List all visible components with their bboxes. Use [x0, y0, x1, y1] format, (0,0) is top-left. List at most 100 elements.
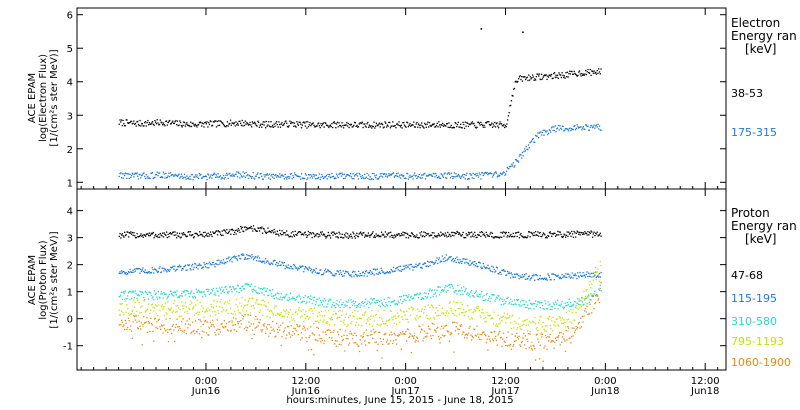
data-point-1060-1900: [383, 334, 385, 336]
data-point-1060-1900: [231, 320, 233, 322]
data-point-795-1193: [451, 312, 454, 315]
data-point-310-580: [454, 289, 457, 292]
data-point-38-53: [138, 124, 140, 127]
data-point-38-53: [468, 123, 470, 125]
data-point-115-195: [516, 273, 519, 275]
data-point-795-1193: [542, 321, 544, 324]
data-point-795-1193: [320, 319, 322, 321]
data-point-175-315: [437, 177, 439, 179]
data-point-47-68: [384, 231, 387, 233]
data-point-175-315: [382, 173, 385, 176]
data-point-795-1193: [392, 315, 395, 318]
data-point-310-580: [571, 304, 573, 306]
data-point-47-68: [227, 232, 229, 235]
data-point-115-195: [376, 268, 378, 270]
data-point-175-315: [307, 173, 310, 176]
data-point-115-195: [388, 272, 390, 274]
data-point-115-195: [184, 264, 187, 266]
data-point-115-195: [507, 272, 509, 275]
data-point-38-53: [535, 79, 537, 81]
data-point-310-580: [350, 299, 352, 301]
data-point-1060-1900: [539, 344, 541, 346]
data-point-795-1193: [369, 318, 371, 320]
data-point-795-1193: [255, 300, 258, 302]
data-point-1060-1900: [499, 337, 502, 339]
data-point-1060-1900: [409, 333, 412, 335]
data-point-115-195: [451, 260, 453, 262]
data-point-47-68: [181, 232, 183, 235]
data-point-38-53: [197, 124, 199, 126]
data-point-1060-1900: [326, 329, 328, 332]
data-point-310-580: [155, 292, 157, 294]
data-point-115-195: [289, 265, 292, 268]
data-point-38-53: [456, 123, 459, 126]
data-point-175-315: [390, 174, 392, 176]
data-point-175-315: [458, 175, 460, 177]
data-point-310-580: [525, 301, 527, 303]
data-point-115-195: [217, 264, 219, 266]
data-point-115-195: [403, 268, 406, 270]
data-point-1060-1900: [556, 336, 558, 338]
data-point-175-315: [504, 174, 506, 176]
y-tick-label: 3: [67, 234, 73, 245]
data-point-1060-1900: [120, 324, 122, 326]
data-point-47-68: [197, 235, 199, 237]
data-point-310-580: [372, 298, 375, 300]
data-point-38-53: [513, 88, 515, 90]
data-point-795-1193: [520, 328, 523, 331]
data-point-175-315: [530, 140, 533, 142]
data-point-310-580: [333, 305, 335, 307]
data-point-1060-1900: [521, 341, 523, 343]
data-point-1060-1900: [213, 326, 215, 328]
data-point-310-580: [258, 292, 261, 295]
data-point-115-195: [583, 275, 585, 277]
data-point-1060-1900: [594, 301, 597, 304]
data-point-175-315: [135, 173, 137, 175]
data-point-310-580: [329, 298, 331, 300]
data-point-795-1193: [160, 305, 163, 307]
data-point-175-315: [427, 175, 429, 177]
data-point-38-53: [342, 127, 345, 129]
data-point-47-68: [540, 235, 542, 238]
data-point-47-68: [556, 234, 558, 236]
data-point-795-1193: [481, 308, 484, 311]
data-point-175-315: [336, 175, 339, 177]
data-point-1060-1900: [240, 319, 242, 322]
data-point-1060-1900: [577, 326, 579, 329]
data-point-38-53: [428, 126, 430, 128]
data-point-175-315: [264, 176, 266, 178]
data-point-115-195: [356, 275, 358, 278]
data-point-310-580: [289, 298, 291, 301]
data-point-1060-1900: [282, 322, 284, 324]
data-point-1060-1900: [310, 326, 312, 328]
data-point-115-195: [321, 273, 323, 276]
data-point-310-580: [339, 306, 341, 309]
data-point-115-195: [373, 274, 375, 276]
data-point-115-195: [377, 273, 379, 276]
data-point-115-195: [375, 273, 378, 275]
data-point-115-195: [365, 270, 367, 273]
data-point-115-195: [475, 262, 477, 265]
data-point-795-1193: [527, 330, 529, 332]
data-point-310-580: [454, 291, 456, 294]
data-point-1060-1900: [311, 332, 313, 334]
data-point-795-1193: [355, 321, 358, 323]
data-point-310-580: [188, 295, 191, 298]
data-point-47-68: [321, 231, 323, 233]
data-point-1060-1900: [254, 327, 256, 329]
data-point-175-315: [497, 174, 499, 176]
data-point-115-195: [542, 278, 544, 281]
data-point-175-315: [375, 174, 378, 176]
data-point-310-580: [431, 289, 433, 291]
data-point-115-195: [317, 272, 320, 275]
data-point-795-1193: [365, 322, 368, 324]
data-point-175-315: [421, 177, 424, 179]
data-point-38-53: [177, 124, 179, 127]
data-point-175-315: [214, 173, 216, 175]
data-point-47-68: [499, 236, 501, 238]
data-point-47-68: [555, 234, 558, 236]
data-point-175-315: [513, 166, 515, 168]
data-point-38-53: [470, 122, 473, 124]
data-point-175-315: [564, 128, 567, 130]
data-point-38-53: [481, 124, 484, 127]
